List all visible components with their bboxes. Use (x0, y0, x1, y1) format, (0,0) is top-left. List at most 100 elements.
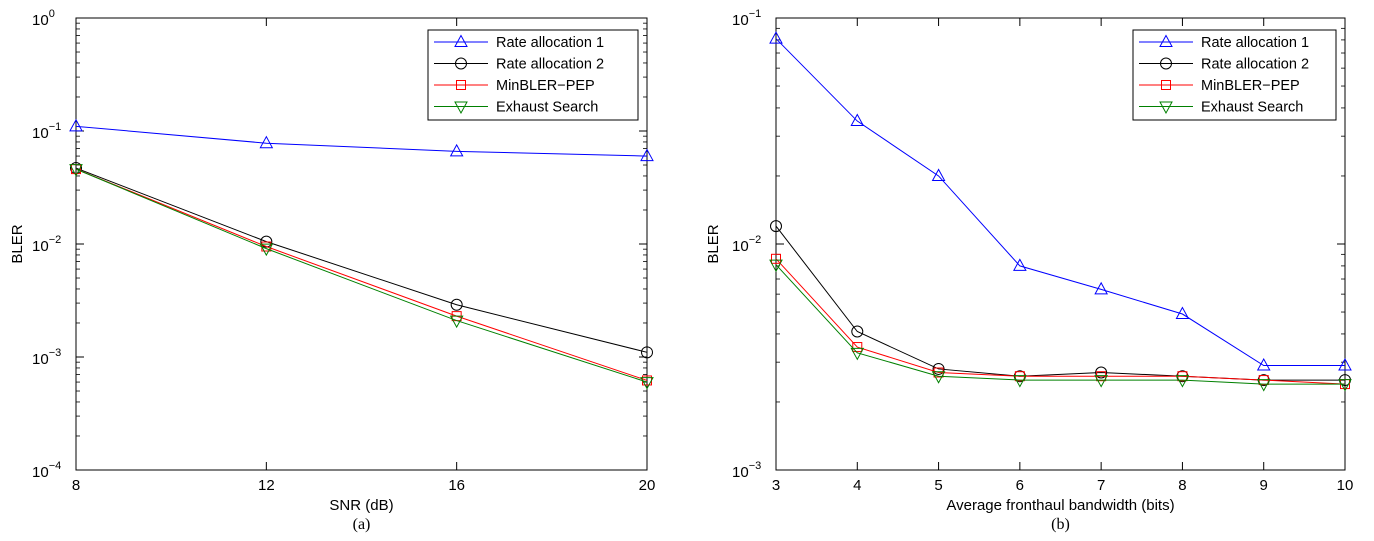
series-line (775, 225, 1345, 381)
y-axis-label: BLER (705, 224, 722, 263)
data-point (450, 298, 463, 311)
legend-marker (1161, 80, 1171, 90)
y-tick-exponent: −1 (49, 121, 62, 133)
data-point (1013, 258, 1027, 271)
data-point (1014, 371, 1025, 382)
legend-box (427, 29, 639, 121)
data-point (851, 325, 864, 338)
legend-label: Rate allocation 1 (1201, 35, 1309, 51)
data-point (69, 164, 83, 177)
data-point (1094, 281, 1108, 295)
legend-item: MinBLER−PEP (434, 78, 595, 94)
legend-marker (1159, 34, 1173, 47)
legend-marker (1160, 57, 1172, 70)
data-point (1338, 357, 1352, 371)
y-tick-label: 10−4 (32, 460, 61, 481)
data-point (850, 347, 865, 361)
series-rate-allocation-1 (769, 31, 1352, 371)
x-axis-label: Average fronthaul bandwidth (bits) (946, 497, 1174, 514)
data-point (770, 220, 782, 233)
y-tick-base: 10 (732, 12, 749, 29)
legend: Rate allocation 1 Rate allocation 2 MinBLE… (1132, 29, 1337, 121)
legend: Rate allocation 1 Rate allocation 2 MinBLE… (427, 29, 639, 121)
legend-item: Rate allocation 1 (434, 34, 604, 51)
x-tick-label: 9 (1260, 477, 1268, 494)
data-point (1338, 379, 1352, 392)
y-tick-label: 100 (32, 8, 55, 29)
data-point (931, 371, 946, 384)
data-point (1013, 375, 1027, 388)
y-tick-exponent: −2 (749, 234, 762, 246)
y-axis-label: BLER (9, 224, 26, 263)
legend-label: Rate allocation 1 (496, 35, 604, 51)
legend-label: Rate allocation 2 (496, 57, 604, 73)
panel-caption: (a) (353, 516, 371, 533)
y-tick-base: 10 (32, 12, 49, 29)
data-point (1175, 306, 1190, 320)
series-line (775, 258, 1346, 385)
y-tick-label: 10−2 (32, 234, 61, 255)
data-point (850, 113, 865, 127)
x-tick-label: 10 (1337, 477, 1354, 494)
legend-label: MinBLER−PEP (1201, 78, 1300, 94)
data-point (1256, 379, 1271, 392)
legend-marker (456, 80, 466, 90)
legend-item: Rate allocation 2 (434, 57, 604, 73)
data-point (259, 135, 274, 149)
legend-item: Exhaust Search (1139, 100, 1303, 116)
y-tick-label: 10−1 (732, 8, 761, 29)
data-point (1175, 375, 1190, 388)
panel-caption: (b) (1051, 516, 1070, 533)
series-rate-allocation-1 (69, 118, 654, 162)
data-point (259, 243, 274, 257)
data-point (1094, 375, 1108, 388)
data-point (769, 259, 783, 273)
y-tick-exponent: −2 (49, 234, 62, 246)
x-tick-label: 12 (258, 477, 275, 494)
y-tick-exponent: −3 (749, 460, 762, 472)
x-tick-label: 16 (448, 477, 465, 494)
legend-marker (454, 101, 468, 115)
y-tick-exponent: −4 (49, 460, 62, 472)
legend-item: MinBLER−PEP (1139, 78, 1300, 94)
y-tick-exponent: −3 (49, 347, 62, 359)
data-point (1177, 371, 1188, 382)
data-point (449, 143, 464, 157)
series-line (75, 168, 648, 383)
x-tick-label: 8 (1178, 477, 1186, 494)
data-point (852, 342, 863, 353)
y-tick-label: 10−1 (32, 121, 61, 142)
series-exhaust-search (769, 259, 1352, 392)
x-tick-label: 8 (72, 477, 80, 494)
x-axis-label: SNR (dB) (329, 497, 393, 514)
series-line (75, 125, 648, 157)
y-tick-label: 10−3 (732, 460, 761, 481)
legend-label: Rate allocation 2 (1201, 57, 1309, 73)
series-line (775, 264, 1345, 385)
y-tick-exponent: 0 (49, 8, 55, 20)
data-point (931, 168, 946, 181)
data-point (69, 118, 83, 132)
series-exhaust-search (69, 164, 654, 390)
legend-marker (454, 34, 468, 47)
x-tick-label: 6 (1016, 477, 1024, 494)
x-tick-label: 20 (639, 477, 656, 494)
series-minbler-pep (71, 164, 652, 386)
data-point (260, 235, 273, 248)
legend-marker (455, 57, 467, 70)
series-line (75, 168, 648, 381)
data-point (932, 362, 945, 375)
legend-item: Rate allocation 2 (1139, 57, 1309, 73)
y-tick-base: 10 (32, 238, 49, 255)
legend-item: Exhaust Search (434, 100, 598, 116)
y-tick-label: 10−2 (732, 234, 761, 255)
y-tick-base: 10 (732, 238, 749, 255)
data-point (641, 346, 653, 359)
series-line (75, 167, 648, 353)
data-point (640, 148, 654, 162)
data-point (769, 31, 783, 44)
data-point (1095, 366, 1108, 379)
data-point (771, 253, 781, 264)
